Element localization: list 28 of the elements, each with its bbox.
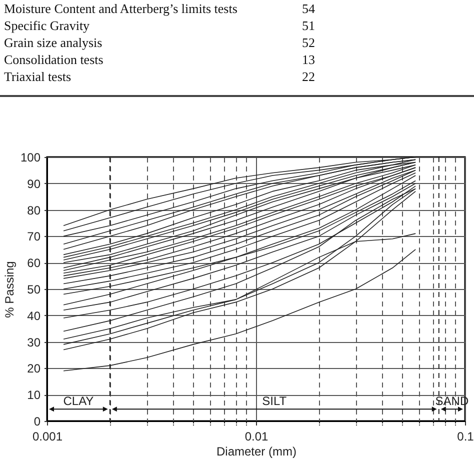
y-tick-label: 100 xyxy=(20,150,41,164)
text: 54 xyxy=(302,0,315,17)
text: 22 xyxy=(302,68,315,85)
annotation: CLAY xyxy=(63,394,94,408)
y-axis-title: % Passing xyxy=(2,261,16,318)
y-tick-label: 0 xyxy=(34,414,41,428)
y-tick-label: 80 xyxy=(27,203,41,218)
x-axis-title: Diameter (mm) xyxy=(216,444,296,458)
y-tick-label: 40 xyxy=(27,308,41,323)
text: 51 xyxy=(302,17,315,34)
text: Triaxial tests xyxy=(3,68,72,85)
y-tick-label: 90 xyxy=(27,176,41,191)
x-tick-label: 0.001 xyxy=(32,430,63,444)
y-tick-label: 20 xyxy=(27,362,41,376)
y-tick-label: 10 xyxy=(27,388,41,402)
text: Grain size analysis xyxy=(3,34,104,51)
annotation: SILT xyxy=(262,394,288,408)
text: 52 xyxy=(302,34,315,51)
y-tick-label: 50 xyxy=(27,282,41,296)
text: 13 xyxy=(302,51,315,68)
text: Consolidation tests xyxy=(3,51,104,68)
text: Specific Gravity xyxy=(3,17,91,34)
text: Moisture Content and Atterberg’s limits tests xyxy=(3,0,238,17)
y-tick-label: 60 xyxy=(27,256,41,270)
y-tick-label: 30 xyxy=(27,335,41,350)
x-tick-label: 0.1 xyxy=(457,430,474,444)
y-tick-label: 70 xyxy=(27,230,41,244)
x-tick-label: 0.01 xyxy=(244,430,268,444)
